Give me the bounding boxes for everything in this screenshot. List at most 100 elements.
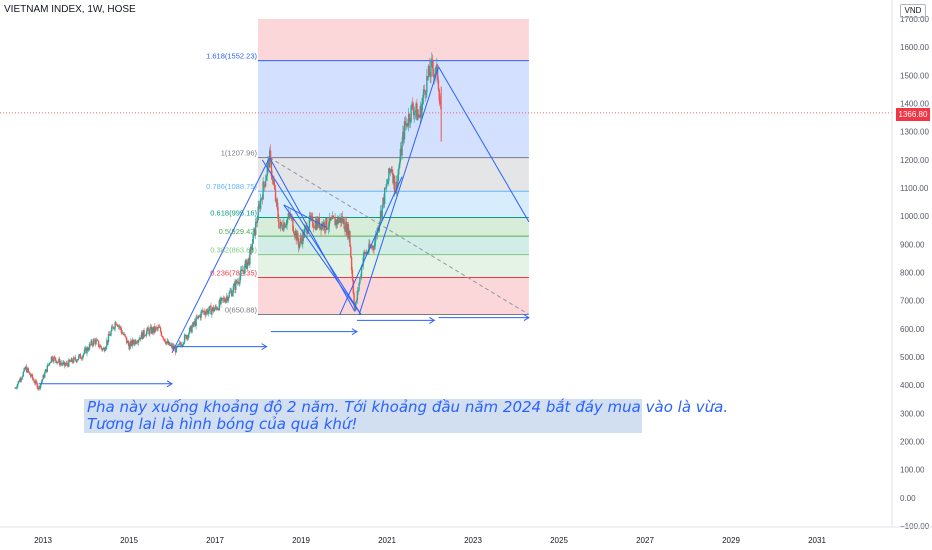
candle-body	[228, 292, 230, 298]
candle-body	[79, 354, 82, 359]
candle-body	[208, 306, 211, 311]
candle-body	[371, 245, 373, 248]
last-price-tag: 1366.80	[896, 108, 930, 121]
candle-body	[247, 258, 249, 263]
candle-body	[147, 327, 149, 330]
candle-body	[59, 359, 61, 365]
candle-body	[53, 356, 55, 362]
candle-body	[259, 204, 261, 210]
candle-body	[197, 316, 200, 317]
candle-body	[422, 89, 425, 98]
candle-body	[373, 248, 375, 250]
candle-body	[237, 281, 240, 284]
candle-body	[61, 363, 63, 365]
candle-body	[63, 361, 66, 366]
time-arrow-head	[166, 380, 173, 388]
y-tick-label: 100.00	[900, 466, 925, 475]
candle-body	[411, 103, 413, 106]
candle-body	[254, 221, 257, 236]
candle-body	[41, 379, 44, 382]
candle-body	[417, 114, 419, 121]
annotation-note[interactable]: Pha này xuống khoảng độ 2 năm. Tới khoản…	[84, 398, 729, 433]
candle-body	[124, 334, 126, 337]
candle-body	[335, 220, 337, 226]
candle-body	[305, 225, 307, 227]
candle-body	[435, 66, 437, 75]
candle-body	[264, 180, 267, 187]
candle-body	[432, 68, 435, 77]
candle-body	[229, 291, 231, 293]
candle-body	[404, 121, 407, 126]
fib-level-label: 1(1207.96)	[221, 149, 258, 158]
candle-body	[386, 183, 388, 185]
candle-body	[100, 345, 102, 348]
trend-line	[339, 176, 403, 315]
candle-body	[19, 378, 21, 382]
candle-body	[125, 336, 127, 338]
candle-body	[32, 378, 34, 380]
y-tick-label: 1400.00	[900, 100, 929, 109]
candle-body	[419, 106, 421, 118]
candle-body	[269, 150, 272, 159]
candle-body	[185, 334, 187, 339]
candle-body	[158, 326, 160, 328]
candle-body	[431, 59, 434, 69]
candle-body	[302, 232, 305, 238]
candle-body	[201, 310, 203, 312]
candle-body	[121, 333, 124, 335]
candle-body	[245, 259, 247, 264]
candle-body	[296, 232, 298, 241]
candle-body	[222, 298, 225, 300]
candle-body	[314, 221, 316, 228]
candle-body	[261, 197, 263, 200]
candle-body	[428, 65, 431, 76]
candle-body	[257, 206, 259, 221]
candle-body	[390, 169, 392, 170]
currency-button[interactable]: VND	[900, 4, 926, 18]
candle-body	[127, 341, 130, 345]
candle-body	[145, 331, 148, 336]
candle-body	[340, 217, 342, 223]
candle-body	[398, 168, 400, 175]
candle-body	[293, 233, 296, 236]
candle-body	[137, 340, 139, 343]
candle-body	[403, 121, 406, 140]
candle-body	[291, 216, 293, 219]
candle-body	[30, 374, 32, 377]
candle-body	[114, 322, 116, 329]
candle-body	[232, 286, 235, 293]
candle-body	[345, 221, 347, 232]
candle-body	[415, 103, 417, 112]
candle-body	[279, 221, 282, 228]
candle-body	[331, 216, 334, 220]
candle-body	[437, 80, 440, 90]
candle-body	[212, 307, 215, 312]
candle-body	[385, 184, 388, 189]
candle-body	[179, 342, 182, 345]
candle-body	[22, 371, 25, 377]
annotation-line-1: Pha này xuống khoảng độ 2 năm. Tới khoản…	[87, 398, 729, 416]
candle-body	[171, 344, 173, 349]
candle-body	[163, 338, 165, 340]
candle-body	[203, 311, 206, 314]
candle-body	[423, 89, 426, 92]
candle-body	[303, 228, 306, 238]
candle-body	[402, 131, 404, 141]
candle-body	[356, 290, 359, 301]
y-tick-label: 0.00	[900, 494, 916, 503]
candle-body	[264, 184, 266, 187]
candle-body	[365, 252, 368, 255]
candle-body	[250, 246, 252, 251]
candle-body	[47, 365, 49, 366]
candle-body	[38, 385, 40, 389]
candle-body	[126, 341, 129, 343]
y-tick-label: 400.00	[900, 381, 925, 390]
trend-line	[171, 157, 271, 354]
candle-body	[410, 105, 412, 122]
candle-body	[318, 217, 321, 229]
candle-body	[287, 217, 289, 220]
candle-body	[361, 266, 364, 268]
candle-body	[429, 75, 431, 77]
candle-body	[391, 169, 393, 174]
